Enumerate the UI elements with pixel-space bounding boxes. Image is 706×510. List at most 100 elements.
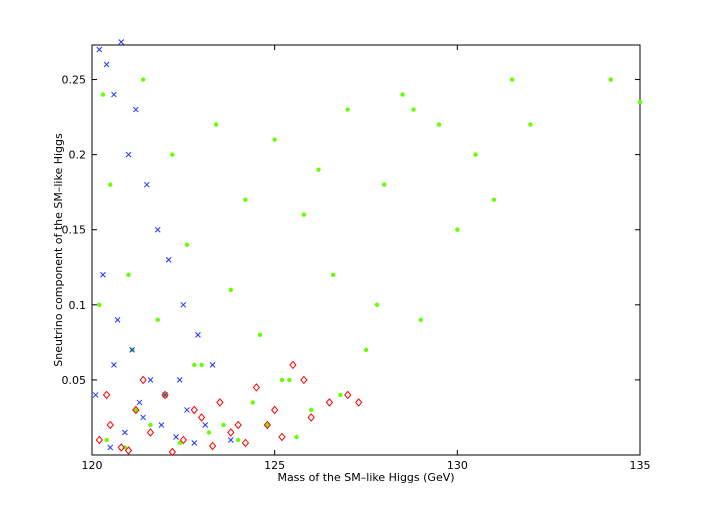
- point: [146, 428, 155, 437]
- point: [161, 390, 169, 400]
- point: [100, 92, 106, 97]
- point: [117, 443, 125, 452]
- point: [179, 435, 187, 445]
- point: [95, 435, 103, 445]
- point: [272, 137, 277, 142]
- point: [118, 39, 125, 45]
- point: [289, 360, 297, 370]
- point: [455, 227, 460, 232]
- point: [202, 422, 209, 428]
- point: [228, 287, 234, 292]
- y-axis-label: Sneutrino component of the SM–like Higgs: [52, 133, 65, 367]
- point: [96, 46, 103, 53]
- point: [411, 107, 416, 112]
- point: [263, 420, 272, 430]
- point: [122, 429, 128, 436]
- point: [132, 405, 140, 415]
- point: [100, 271, 106, 278]
- point: [330, 272, 336, 277]
- point: [168, 447, 177, 457]
- y-tick-label: 0.05: [62, 374, 87, 387]
- point: [191, 440, 198, 446]
- point: [491, 197, 497, 202]
- point: [143, 181, 150, 188]
- point: [382, 182, 387, 187]
- point: [180, 301, 187, 308]
- point: [301, 212, 307, 217]
- point: [129, 347, 136, 353]
- point: [287, 377, 292, 383]
- point: [227, 428, 235, 437]
- point: [209, 362, 216, 368]
- point: [637, 99, 643, 105]
- x-tick-label: 130: [447, 459, 468, 472]
- x-tick-label: 125: [264, 459, 285, 472]
- point: [214, 122, 219, 127]
- point: [206, 430, 212, 435]
- point: [271, 405, 279, 415]
- point: [227, 437, 234, 443]
- point: [355, 398, 363, 407]
- x-tick-label: 120: [82, 459, 103, 472]
- point: [92, 392, 99, 398]
- point: [216, 398, 224, 407]
- point: [234, 420, 242, 430]
- y-tick-label: 0.2: [69, 149, 87, 162]
- point: [170, 152, 175, 157]
- point: [374, 302, 380, 308]
- point: [103, 61, 110, 68]
- point: [300, 375, 308, 385]
- point: [165, 256, 172, 263]
- point: [97, 302, 102, 308]
- point: [154, 226, 161, 233]
- y-tick-label: 0.1: [69, 299, 87, 312]
- point: [102, 390, 111, 400]
- point: [177, 440, 182, 446]
- point: [126, 272, 131, 277]
- point: [400, 92, 405, 97]
- point: [345, 107, 350, 112]
- point: [257, 332, 263, 338]
- point: [107, 444, 114, 451]
- point: [158, 422, 165, 428]
- plot-area: [91, 44, 641, 456]
- point: [173, 434, 179, 440]
- point: [294, 434, 299, 440]
- x-axis-label: Mass of the SM–like Higgs (GeV): [277, 471, 454, 484]
- point: [243, 197, 248, 202]
- point: [316, 167, 321, 172]
- point: [155, 317, 160, 323]
- point: [139, 375, 147, 385]
- point: [418, 317, 423, 323]
- point: [132, 106, 139, 113]
- point: [528, 122, 533, 127]
- point: [307, 413, 315, 422]
- point: [104, 437, 109, 443]
- point: [197, 413, 206, 422]
- point: [136, 399, 143, 406]
- point: [208, 441, 217, 451]
- point: [325, 398, 334, 407]
- point: [344, 390, 352, 400]
- point: [338, 392, 343, 398]
- point: [608, 77, 613, 82]
- point: [363, 347, 369, 353]
- y-tick-label: 0.15: [62, 224, 87, 237]
- point: [278, 432, 286, 442]
- point: [148, 422, 153, 428]
- point: [473, 152, 478, 157]
- point: [184, 242, 190, 247]
- point: [279, 377, 285, 383]
- point: [111, 362, 117, 368]
- point: [509, 77, 515, 82]
- point: [184, 407, 190, 413]
- point: [190, 405, 198, 415]
- point: [133, 407, 139, 413]
- point: [241, 438, 250, 448]
- point: [111, 91, 117, 98]
- point: [250, 400, 255, 405]
- point: [252, 383, 261, 392]
- point: [106, 420, 114, 430]
- point: [265, 422, 270, 428]
